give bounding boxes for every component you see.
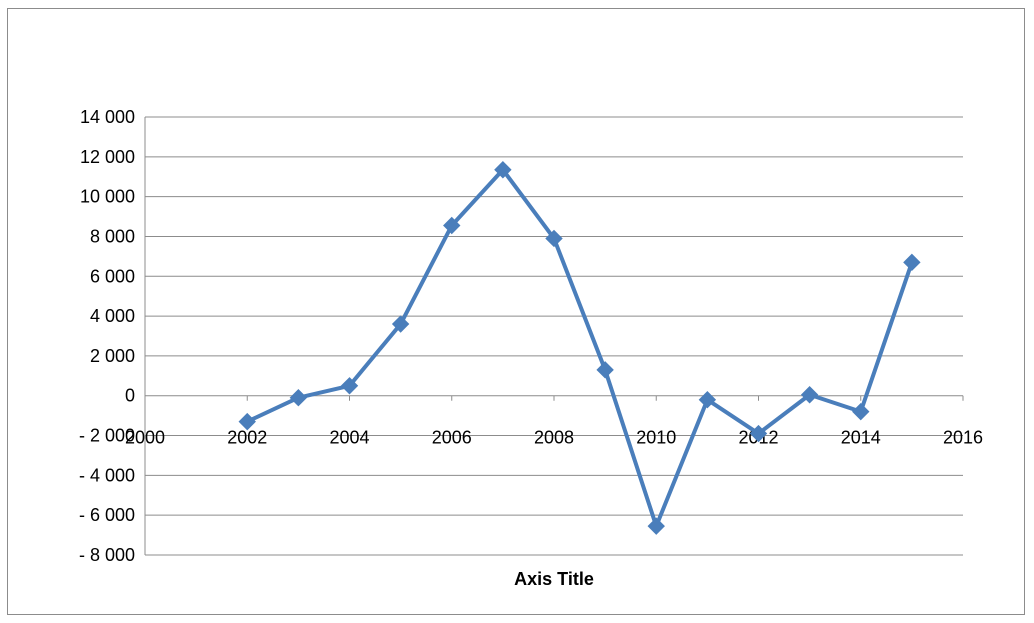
gridlines: [144, 116, 964, 556]
y-tick-label: 8 000: [90, 226, 135, 246]
y-tick-label: 4 000: [90, 306, 135, 326]
data-point-marker: [340, 377, 359, 395]
x-tick-label: 2014: [841, 428, 881, 448]
x-tick-label: 2000: [125, 428, 165, 448]
y-tick-label: - 6 000: [79, 505, 135, 525]
x-axis-tick-labels: 200020022004200620082010201220142016: [125, 428, 983, 448]
data-point-marker: [596, 361, 614, 379]
data-point-marker: [545, 229, 563, 248]
data-point-marker: [749, 424, 768, 443]
x-tick-label: 2016: [943, 428, 983, 448]
data-point-marker: [494, 161, 512, 179]
y-tick-label: 0: [125, 386, 135, 406]
data-point-marker: [289, 389, 308, 407]
y-tick-label: - 8 000: [79, 545, 135, 565]
series-group: [238, 161, 921, 535]
y-tick-label: 14 000: [80, 107, 135, 127]
chart-area: [7, 8, 1025, 615]
data-point-marker: [443, 216, 461, 235]
x-tick-label: 2004: [329, 428, 369, 448]
data-point-marker: [903, 253, 921, 272]
data-point-marker: [391, 315, 410, 333]
y-axis-tick-labels: - 8 000 - 6 000 - 4 000 - 2 000 0 2 000 4 000 6…: [79, 107, 135, 565]
data-point-marker: [698, 391, 717, 409]
x-tick-label: 2010: [636, 428, 676, 448]
data-point-marker: [852, 402, 870, 421]
data-point-marker: [238, 412, 256, 431]
series-line: [246, 167, 914, 529]
y-tick-label: 6 000: [90, 266, 135, 286]
data-point-marker: [647, 517, 665, 535]
x-axis-title: Axis Title: [514, 569, 594, 589]
x-tick-label: 2008: [534, 428, 574, 448]
y-tick-label: 12 000: [80, 147, 135, 167]
y-tick-label: - 4 000: [79, 465, 135, 485]
y-tick-label: - 2 000: [79, 426, 135, 446]
y-tick-label: 10 000: [80, 187, 135, 207]
data-point-marker: [800, 386, 819, 404]
x-tick-label: 2002: [227, 428, 267, 448]
x-tick-label: 2006: [432, 428, 472, 448]
y-tick-label: 2 000: [90, 346, 135, 366]
